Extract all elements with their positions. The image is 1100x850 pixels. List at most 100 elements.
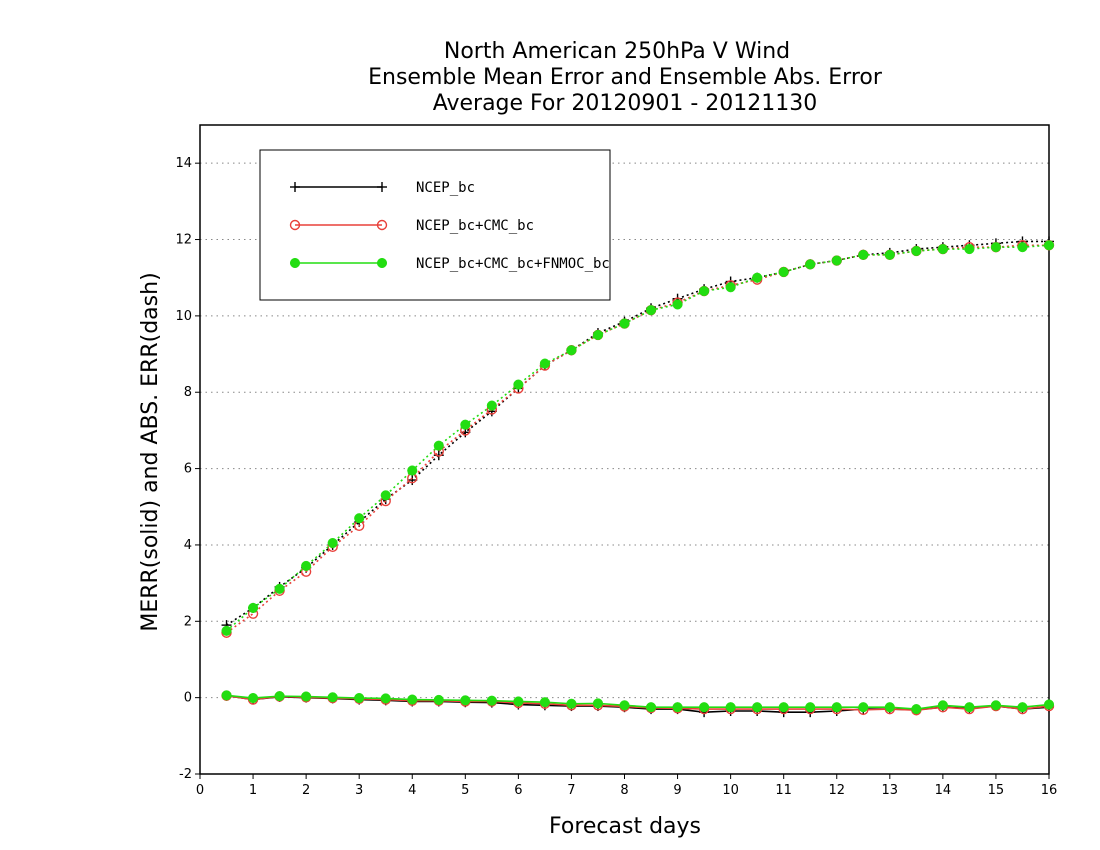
chart-title-line-1: North American 250hPa V Wind xyxy=(444,39,790,64)
merr-point xyxy=(327,692,338,703)
merr-point xyxy=(858,702,869,713)
merr-point xyxy=(1017,702,1028,713)
merr-point xyxy=(699,702,710,713)
merr-point xyxy=(619,700,630,711)
legend-entry-1: NCEP_bc+CMC_bc xyxy=(289,218,534,234)
abs-err-point xyxy=(672,299,683,310)
abs-err-point xyxy=(221,625,232,636)
abs-err-point xyxy=(911,245,922,257)
x-tick-label: 11 xyxy=(775,783,792,798)
legend-marker xyxy=(376,257,388,269)
legend-marker xyxy=(289,219,301,231)
x-tick-label: 16 xyxy=(1041,783,1058,798)
x-tick-label: 10 xyxy=(722,783,739,798)
abs-err-point xyxy=(937,244,948,255)
abs-err-line xyxy=(226,244,1050,632)
legend-label: NCEP_bc xyxy=(416,180,475,196)
abs-err-point xyxy=(566,345,577,356)
abs-err-point xyxy=(884,249,895,260)
chart-title: North American 250hPa V Wind Ensemble Me… xyxy=(368,39,883,116)
abs-err-point xyxy=(460,419,471,430)
abs-err-point xyxy=(699,286,710,297)
abs-err-line xyxy=(226,244,1049,634)
abs-err-point xyxy=(592,329,604,341)
merr-point xyxy=(990,700,1001,711)
abs-err-point xyxy=(407,475,418,486)
abs-err-point xyxy=(327,537,338,549)
y-tick-label: 4 xyxy=(184,538,192,553)
merr-point xyxy=(380,693,391,704)
chart-title-line-3: Average For 20120901 - 20121130 xyxy=(433,91,818,116)
merr-point xyxy=(911,704,922,715)
legend: NCEP_bc NCEP_bc+CMC_bc NCEP_bc+CMC_bc+FNMO… xyxy=(259,149,611,301)
x-tick-label: 5 xyxy=(461,783,469,798)
merr-point xyxy=(752,702,763,713)
abs-err-point xyxy=(752,272,763,283)
x-tick-label: 15 xyxy=(988,783,1005,798)
merr-point xyxy=(592,698,604,709)
x-tick-label: 0 xyxy=(196,783,204,798)
merr-point xyxy=(566,698,577,709)
x-tick-label: 9 xyxy=(673,783,681,798)
y-tick-label: 0 xyxy=(184,691,192,706)
abs-err-point xyxy=(619,318,630,329)
merr-point xyxy=(725,702,736,713)
x-tick-label: 12 xyxy=(828,783,845,798)
abs-err-point xyxy=(645,305,657,316)
abs-err-point xyxy=(274,583,285,594)
y-tick-label: 8 xyxy=(184,385,192,400)
x-tick-label: 13 xyxy=(882,783,899,798)
x-tick-label: 6 xyxy=(514,783,522,798)
legend-marker xyxy=(377,182,387,192)
merr-point xyxy=(805,702,816,713)
merr-point xyxy=(1043,699,1055,710)
abs-err-point xyxy=(539,358,550,369)
series-2 xyxy=(221,240,1055,715)
abs-err-point xyxy=(433,440,444,451)
legend-entry-0: NCEP_bc xyxy=(290,180,475,196)
merr-point xyxy=(354,692,365,704)
abs-err-point xyxy=(964,244,975,255)
legend-label: NCEP_bc+CMC_bc xyxy=(416,218,534,234)
abs-err-point xyxy=(486,400,497,411)
y-tick-label: 6 xyxy=(184,462,192,477)
y-tick-label: 12 xyxy=(175,233,192,248)
abs-err-point xyxy=(513,379,524,390)
series-1 xyxy=(221,240,1055,716)
y-axis: -2 0 2 4 6 8 10 12 14 xyxy=(175,156,200,782)
x-tick-label: 8 xyxy=(620,783,628,798)
x-axis-label: Forecast days xyxy=(549,814,701,839)
y-tick-label: 10 xyxy=(175,309,192,324)
merr-line xyxy=(226,694,1050,710)
merr-point xyxy=(884,702,895,713)
x-tick-label: 2 xyxy=(302,783,310,798)
merr-point xyxy=(301,691,312,702)
merr-point xyxy=(964,702,975,713)
abs-err-point xyxy=(1043,240,1055,251)
merr-point xyxy=(539,697,550,708)
x-tick-label: 7 xyxy=(567,783,575,798)
merr-point xyxy=(407,694,418,705)
merr-point xyxy=(513,696,524,707)
legend-label: NCEP_bc+CMC_bc+FNMOC_bc xyxy=(416,256,610,272)
y-tick-label: 14 xyxy=(175,156,192,171)
merr-point xyxy=(778,702,789,713)
series-0 xyxy=(221,236,1054,718)
abs-err-point xyxy=(831,255,842,266)
y-tick-label: 2 xyxy=(184,614,192,629)
abs-err-point xyxy=(248,602,259,613)
merr-point xyxy=(248,692,259,704)
merr-point xyxy=(274,691,285,702)
x-tick-label: 4 xyxy=(408,783,416,798)
abs-err-point xyxy=(805,259,816,270)
abs-err-point xyxy=(990,242,1001,253)
x-tick-label: 1 xyxy=(249,783,257,798)
merr-point xyxy=(645,702,657,713)
abs-err-point xyxy=(380,490,391,501)
chart-title-line-2: Ensemble Mean Error and Ensemble Abs. Er… xyxy=(368,65,883,90)
merr-point xyxy=(831,702,842,713)
merr-point xyxy=(937,700,948,711)
abs-err-point xyxy=(301,560,312,571)
abs-err-point xyxy=(725,282,736,293)
